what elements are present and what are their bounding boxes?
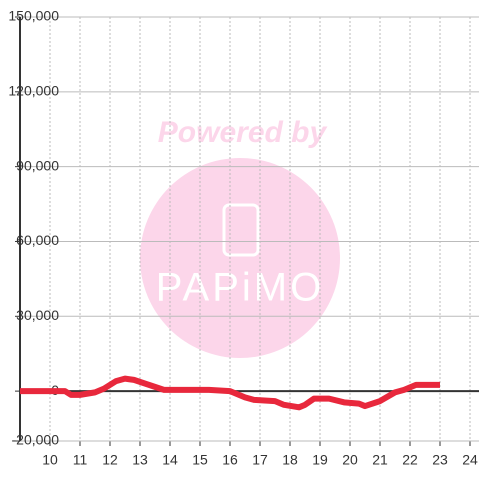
y-tick-label: 90,000 <box>16 157 59 173</box>
watermark-circle <box>140 158 340 358</box>
x-tick-label: 18 <box>282 452 298 468</box>
x-tick-label: 16 <box>222 452 238 468</box>
x-tick-label: 20 <box>342 452 358 468</box>
x-tick-label: 14 <box>162 452 178 468</box>
y-tick-label: 30,000 <box>16 307 59 323</box>
y-tick-label: -20,000 <box>12 432 60 448</box>
watermark-logo: PAPiMO <box>156 266 324 310</box>
x-tick-label: 13 <box>132 452 148 468</box>
y-tick-label: 60,000 <box>16 232 59 248</box>
x-tick-label: 23 <box>432 452 448 468</box>
y-tick-label: 150,000 <box>8 8 59 24</box>
x-tick-label: 22 <box>402 452 418 468</box>
x-tick-label: 21 <box>372 452 388 468</box>
x-tick-label: 15 <box>192 452 208 468</box>
watermark-phone <box>222 203 260 257</box>
x-tick-label: 19 <box>312 452 328 468</box>
x-tick-label: 10 <box>42 452 58 468</box>
y-tick-label: 120,000 <box>8 83 59 99</box>
x-tick-label: 24 <box>462 452 478 468</box>
x-tick-label: 11 <box>73 452 88 468</box>
x-tick-label: 17 <box>252 452 268 468</box>
watermark-text: Powered by <box>158 116 328 149</box>
line <box>20 375 440 411</box>
x-tick-label: 12 <box>102 452 118 468</box>
